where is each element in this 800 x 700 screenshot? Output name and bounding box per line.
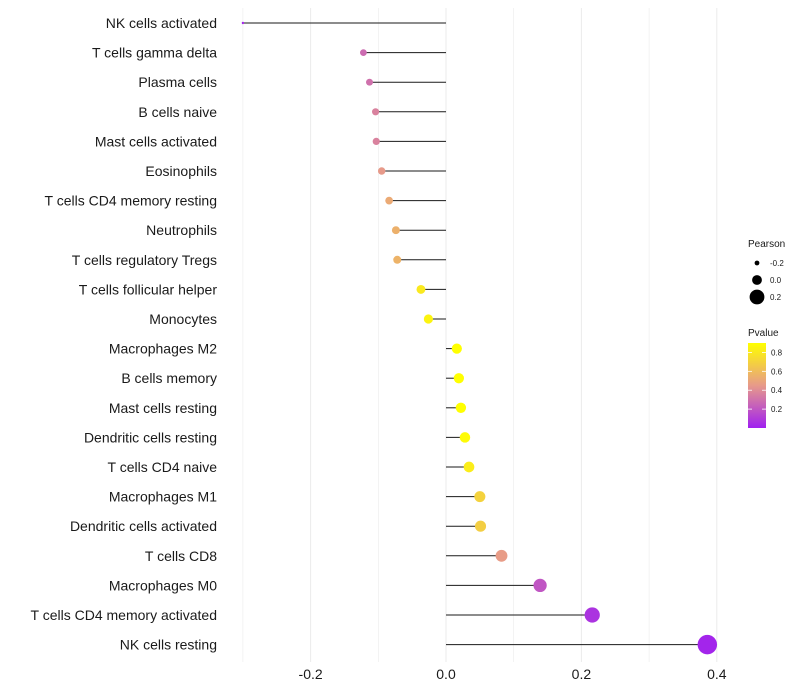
lollipop-dot: [372, 137, 380, 146]
lollipop-dot: [495, 549, 508, 562]
lollipop-dot: [533, 578, 547, 593]
category-label: Macrophages M1: [109, 489, 217, 505]
pearson-legend-dot: [754, 260, 760, 266]
x-axis-ticks: -0.2 0.0 0.2 0.4: [299, 666, 727, 682]
category-label: T cells CD8: [145, 548, 217, 564]
pearson-legend-title: Pearson: [748, 239, 785, 250]
category-label: T cells CD4 memory resting: [45, 193, 217, 209]
lollipop-dot: [416, 284, 426, 294]
category-label: NK cells activated: [106, 15, 217, 31]
category-label: Mast cells activated: [95, 133, 217, 149]
pvalue-legend: Pvalue 0.8 0.6 0.4 0.2: [748, 328, 783, 428]
lollipop-dot: [453, 373, 465, 384]
lollipop-dot: [385, 196, 393, 205]
category-label: Monocytes: [149, 311, 217, 327]
pvalue-legend-label: 0.6: [771, 367, 783, 376]
lollipop-dot: [474, 520, 487, 532]
lollipop-dot: [423, 314, 433, 324]
lollipop-dot: [377, 167, 386, 175]
lollipop-dot: [360, 49, 367, 56]
lollipop-dot: [455, 402, 467, 413]
x-tick-label: -0.2: [299, 666, 323, 682]
pvalue-legend-label: 0.8: [771, 348, 783, 357]
lollipop-dot: [393, 255, 402, 264]
category-label: T cells CD4 naive: [108, 459, 218, 475]
category-label: Neutrophils: [146, 222, 217, 238]
dots-layer: [241, 21, 718, 655]
category-label: Dendritic cells resting: [84, 429, 217, 445]
category-label: NK cells resting: [120, 637, 217, 653]
pearson-legend-dot: [749, 289, 765, 305]
x-tick-label: 0.0: [436, 666, 456, 682]
category-label: T cells regulatory Tregs: [72, 252, 217, 268]
lollipop-dot: [366, 78, 373, 86]
x-tick-label: 0.4: [707, 666, 727, 682]
lollipop-dot: [391, 226, 400, 235]
lollipop-dot: [451, 343, 462, 354]
category-label: T cells follicular helper: [79, 281, 218, 297]
pearson-legend-label: -0.2: [770, 259, 784, 268]
grid-layer: [242, 8, 718, 662]
pvalue-legend-title: Pvalue: [748, 328, 779, 339]
x-tick-label: 0.2: [572, 666, 592, 682]
category-label: T cells CD4 memory activated: [31, 607, 217, 623]
category-label: Dendritic cells activated: [70, 518, 217, 534]
category-label: B cells naive: [138, 104, 217, 120]
pvalue-legend-label: 0.4: [771, 386, 783, 395]
category-labels: NK cells activated T cells gamma delta Pla…: [31, 15, 218, 653]
pvalue-legend-label: 0.2: [771, 405, 783, 414]
category-label: B cells memory: [121, 370, 217, 386]
category-label: Plasma cells: [138, 74, 217, 90]
lollipop-dot: [371, 108, 380, 116]
category-label: T cells gamma delta: [92, 45, 217, 61]
category-label: Eosinophils: [145, 163, 217, 179]
pearson-legend: Pearson -0.2 0.0 0.2: [748, 239, 785, 305]
pvalue-colorbar: [748, 343, 766, 428]
stems-layer: [242, 22, 708, 646]
pearson-legend-label: 0.0: [770, 276, 782, 285]
pearson-legend-dot: [752, 275, 762, 285]
lollipop-dot: [241, 21, 245, 25]
category-label: Macrophages M0: [109, 577, 217, 593]
lollipop-dot: [459, 432, 471, 443]
category-label: Mast cells resting: [109, 400, 217, 416]
category-label: Macrophages M2: [109, 341, 217, 357]
pearson-legend-label: 0.2: [770, 293, 782, 302]
lollipop-dot: [474, 491, 486, 503]
lollipop-dot: [697, 634, 718, 655]
lollipop-dot: [584, 607, 600, 623]
lollipop-dot: [463, 461, 475, 473]
